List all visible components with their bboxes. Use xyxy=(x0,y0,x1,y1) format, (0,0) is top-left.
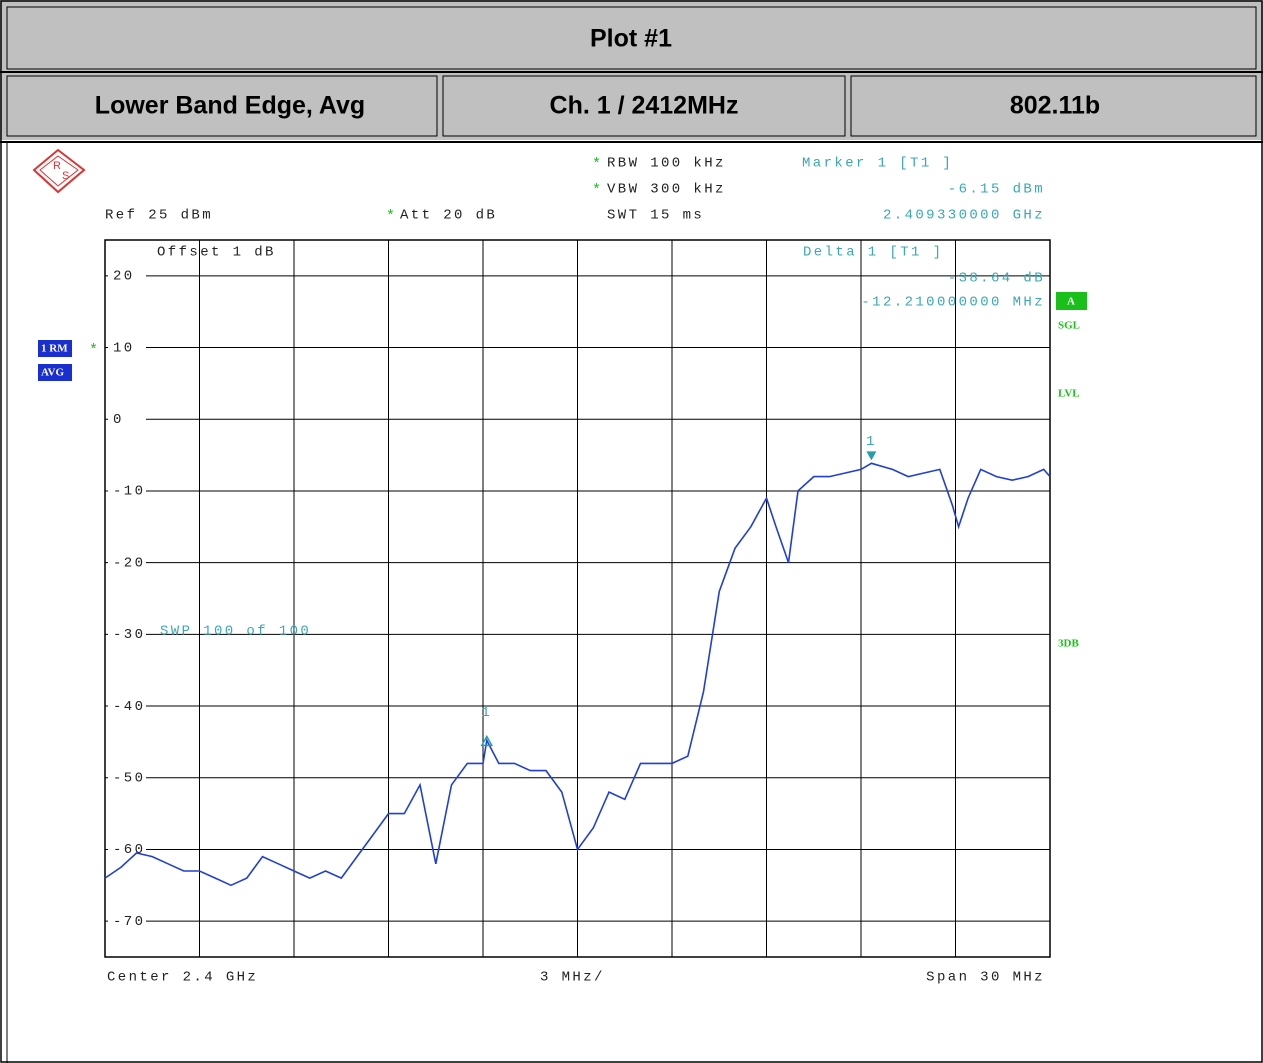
y-tick-label: -60 xyxy=(113,842,145,858)
marker-label: 1 xyxy=(866,434,877,450)
tick-label-bg xyxy=(108,627,146,642)
cell-frame xyxy=(850,75,1257,137)
per-division: 3 MHz/ xyxy=(540,970,605,986)
y-tick-label: -50 xyxy=(113,770,145,786)
tick-label-bg xyxy=(108,483,146,498)
side-label: 3DB xyxy=(1058,638,1079,650)
delta-frequency: -12.210000000 MHz xyxy=(861,295,1045,311)
y-tick-label: -70 xyxy=(113,914,145,930)
vbw: VBW 300 kHz xyxy=(607,182,726,198)
delta-marker xyxy=(480,734,494,747)
side-label: A xyxy=(1067,296,1075,308)
changed-star: * xyxy=(89,342,98,359)
y-tick-label: -20 xyxy=(113,555,145,571)
trace-label: 1 RM xyxy=(41,343,68,355)
cell-frame xyxy=(6,75,438,137)
header-bg xyxy=(0,0,1263,140)
side-label: SGL xyxy=(1058,320,1080,332)
offset: Offset 1 dB xyxy=(157,245,276,261)
tick-label-bg xyxy=(108,340,146,355)
changed-star: * xyxy=(592,156,601,173)
attenuation: Att 20 dB xyxy=(400,208,497,224)
trace-label-box xyxy=(38,364,72,381)
ref-level: Ref 25 dBm xyxy=(105,208,213,224)
logo-diamond xyxy=(39,155,79,187)
header-cell: Lower Band Edge, Avg xyxy=(95,92,365,120)
marker-title: Marker 1 [T1 ] xyxy=(802,156,953,172)
header-cell: 802.11b xyxy=(1010,92,1100,120)
header-cell: Ch. 1 / 2412MHz xyxy=(550,92,739,120)
tick-label-bg xyxy=(108,699,146,714)
cell-frame xyxy=(442,75,846,137)
tick-label-bg xyxy=(108,770,146,785)
logo-letter: S xyxy=(62,170,69,182)
y-tick-label: -10 xyxy=(113,484,145,500)
swt: SWT 15 ms xyxy=(607,208,704,224)
tick-label-bg xyxy=(108,268,146,283)
delta-level: -38.64 dB xyxy=(948,271,1045,287)
trace-label: AVG xyxy=(41,367,64,379)
y-tick-label: -30 xyxy=(113,627,145,643)
center: Center 2.4 GHz xyxy=(107,970,258,986)
trace xyxy=(104,462,1051,887)
changed-star: * xyxy=(386,208,395,225)
logo: R S xyxy=(32,148,86,194)
marker-frequency: 2.409330000 GHz xyxy=(883,208,1045,224)
marker-level: -6.15 dBm xyxy=(948,182,1045,198)
title-frame xyxy=(6,6,1257,70)
y-tick-label: -40 xyxy=(113,699,145,715)
tick-label-bg xyxy=(108,412,146,427)
y-tick-label: 20 xyxy=(113,269,135,285)
logo-diamond xyxy=(32,148,86,194)
tick-label-bg xyxy=(108,555,146,570)
side-label-box xyxy=(1056,292,1087,310)
logo-letter: R xyxy=(53,160,61,172)
span: Span 30 MHz xyxy=(926,970,1045,986)
tick-label-bg xyxy=(108,914,146,929)
delta-title: Delta 1 [T1 ] xyxy=(803,245,943,261)
delta-marker-label: 1 xyxy=(481,705,492,721)
trace-label-box xyxy=(38,340,72,357)
rbw: RBW 100 kHz xyxy=(607,156,726,172)
changed-star: * xyxy=(592,182,601,199)
marker xyxy=(866,451,877,461)
plot: 20 10 0 -10 -20 -30 -40 -50 -60 -70 Offset 1 dB Del… xyxy=(104,240,1051,957)
y-tick-label: 10 xyxy=(113,340,135,356)
side-label: LVL xyxy=(1058,388,1080,400)
sweep-count: SWP 100 of 100 xyxy=(160,624,311,640)
y-tick-label: 0 xyxy=(113,412,124,428)
plot-title: Plot #1 xyxy=(590,25,672,53)
